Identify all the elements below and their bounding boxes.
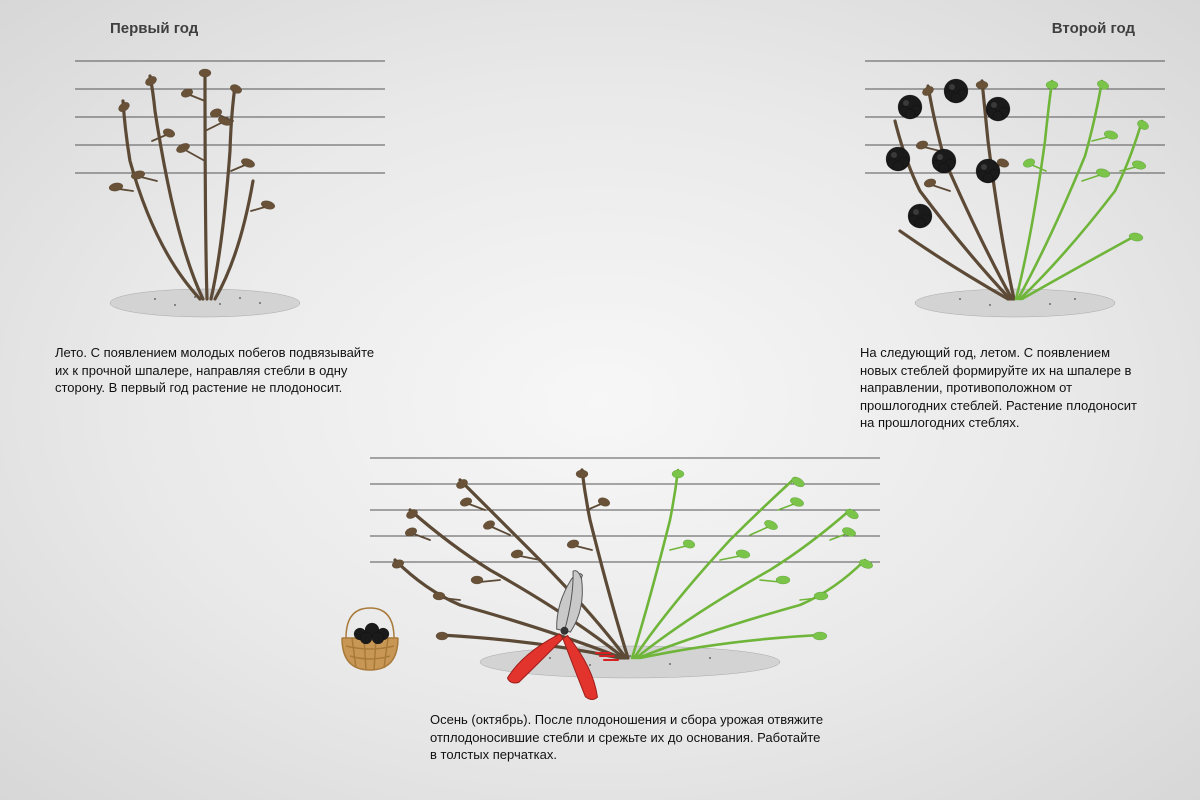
harvest-basket-icon	[342, 608, 398, 670]
heading-year1: Первый год	[110, 20, 405, 37]
heading-year2: Второй год	[860, 20, 1135, 37]
new-canes	[1016, 79, 1150, 299]
berries	[886, 79, 1010, 228]
caption-year1: Лето. С появлением молодых побегов подвя…	[55, 344, 375, 397]
diagram-autumn	[300, 440, 900, 700]
diagram-year2	[860, 41, 1170, 331]
new-canes	[632, 470, 874, 658]
caption-autumn: Осень (октябрь). После плодоношения и сб…	[430, 711, 830, 764]
panel-year1: Первый год	[55, 20, 405, 397]
panel-autumn: Осень (октябрь). После плодоношения и сб…	[300, 440, 900, 764]
old-canes	[391, 470, 628, 658]
caption-year2: На следующий год, летом. С появлением но…	[860, 344, 1140, 432]
bush-year1	[108, 69, 275, 299]
panel-year2: Второй год	[860, 20, 1170, 432]
diagram-year1	[55, 41, 405, 331]
